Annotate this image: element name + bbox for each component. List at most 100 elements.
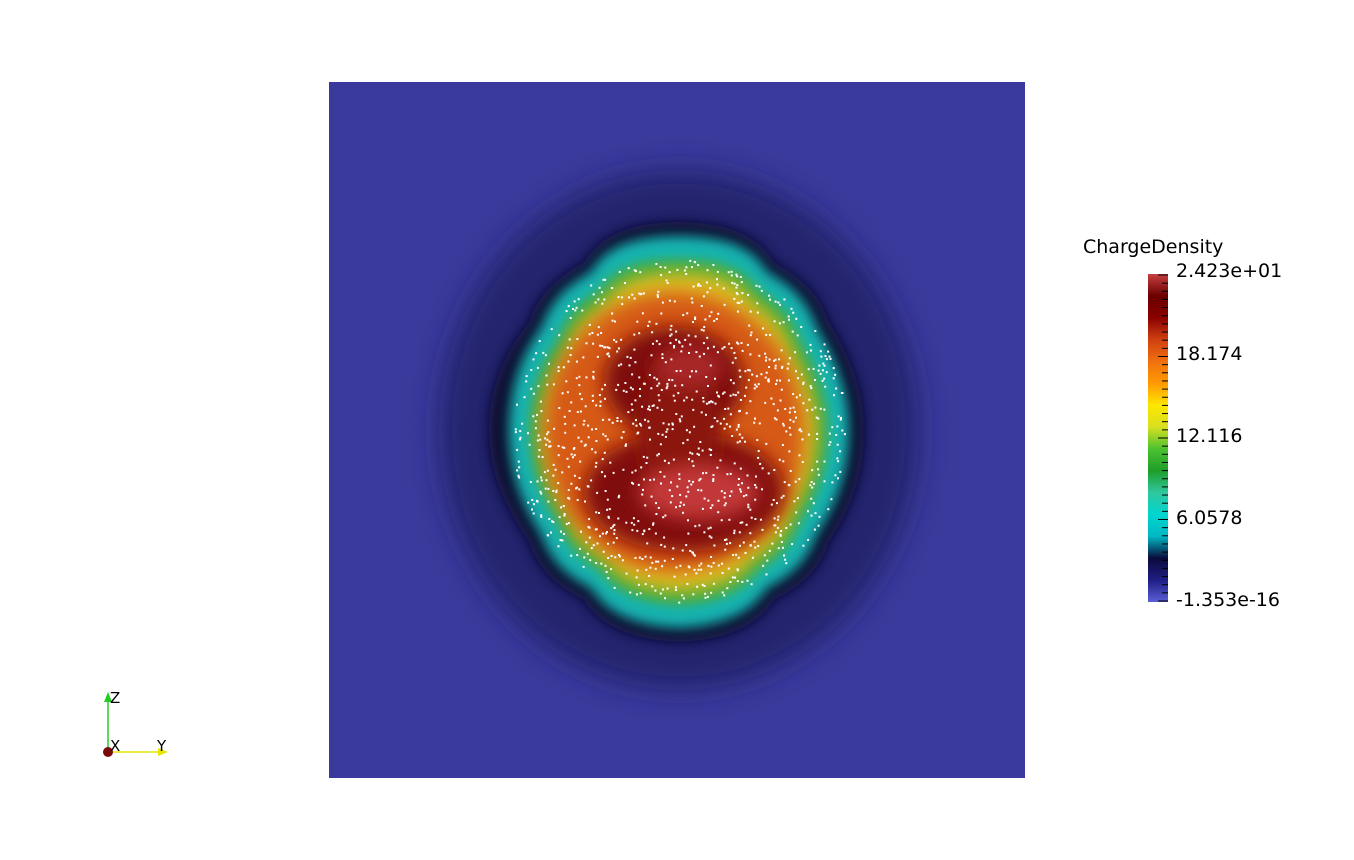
particle (591, 448, 593, 451)
particle (823, 377, 826, 380)
particle (636, 432, 639, 435)
particle (598, 512, 600, 514)
particle (607, 515, 610, 518)
particle (568, 410, 571, 412)
particle (669, 501, 672, 504)
particle (557, 366, 560, 369)
particle (706, 291, 709, 294)
particle (835, 434, 838, 436)
particle (565, 310, 568, 313)
particle (655, 340, 658, 343)
particle (799, 394, 801, 397)
particle (688, 566, 691, 569)
particle (779, 303, 781, 306)
particle (836, 457, 839, 460)
particle (592, 544, 595, 547)
particle (685, 429, 688, 432)
particle (755, 385, 758, 388)
particle (588, 333, 591, 336)
particle (540, 515, 543, 518)
particle (836, 443, 839, 446)
particle (659, 471, 662, 473)
particle (554, 499, 557, 501)
particle (749, 544, 752, 547)
particle (765, 442, 768, 445)
particle (579, 392, 582, 395)
particle (694, 261, 697, 264)
particle (790, 307, 793, 310)
particle (673, 575, 676, 578)
particle (823, 480, 826, 483)
particle (704, 592, 707, 595)
particle (784, 558, 787, 561)
particle (519, 436, 522, 439)
particle (788, 318, 790, 321)
particle (641, 493, 644, 496)
particle (613, 529, 616, 532)
particle (645, 568, 648, 571)
orientation-axes[interactable]: Z X Y (96, 686, 186, 766)
particle (782, 422, 785, 425)
particle (604, 278, 607, 281)
particle (735, 428, 738, 431)
particle (579, 460, 582, 463)
particle (595, 562, 598, 564)
particle (595, 440, 598, 442)
particle (770, 503, 773, 506)
particle (839, 450, 842, 453)
particle (740, 490, 742, 493)
particle (730, 270, 733, 273)
particle (722, 392, 724, 395)
particle (707, 347, 709, 350)
particle (714, 402, 717, 405)
particle (729, 581, 732, 583)
particle (554, 468, 557, 471)
particle (698, 453, 700, 456)
particle (743, 394, 746, 397)
particle (595, 428, 598, 430)
particle (611, 312, 614, 315)
particle (585, 376, 588, 379)
particle (817, 468, 820, 471)
particle (712, 264, 715, 266)
particle (716, 283, 719, 286)
particle (834, 474, 837, 477)
particle (736, 569, 739, 572)
particle (578, 375, 581, 378)
particle (656, 406, 659, 409)
particle (674, 384, 677, 387)
particle (605, 571, 608, 573)
particle (575, 377, 578, 380)
particle (705, 413, 707, 416)
particle (738, 369, 741, 372)
particle (608, 347, 611, 350)
particle (736, 275, 739, 278)
particle (733, 532, 736, 535)
particle (751, 556, 754, 559)
particle (705, 376, 708, 378)
particle (710, 536, 713, 539)
particle (521, 422, 524, 425)
render-viewport[interactable] (329, 82, 1025, 778)
particle (755, 284, 758, 287)
particle (754, 417, 756, 420)
particle (540, 410, 543, 413)
particle (666, 587, 669, 590)
particle (659, 266, 662, 268)
particle (788, 357, 791, 360)
particle (756, 311, 759, 314)
particle (646, 456, 649, 459)
particle (687, 532, 690, 535)
particle (691, 301, 694, 304)
particle (543, 471, 546, 474)
particle (643, 530, 646, 533)
particle (694, 318, 697, 320)
particle (738, 410, 741, 413)
particle (612, 525, 614, 528)
legend-label-3: 12.116 (1176, 425, 1243, 447)
particle (612, 471, 615, 474)
particle (642, 455, 645, 458)
particle (688, 352, 690, 354)
particle (573, 474, 576, 477)
particle (737, 342, 740, 345)
